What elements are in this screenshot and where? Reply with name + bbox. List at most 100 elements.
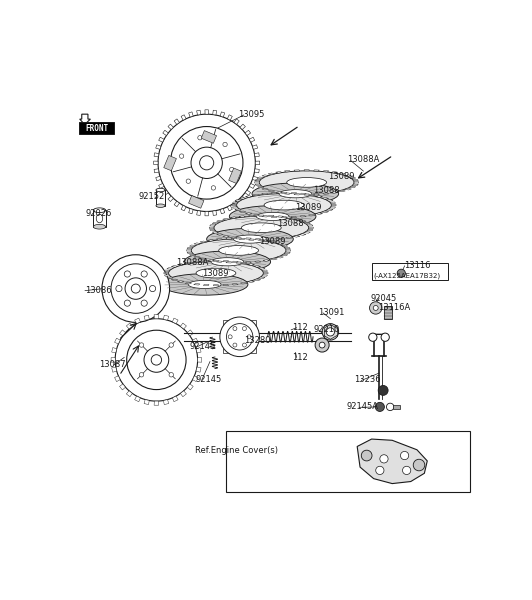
Polygon shape [223,284,229,286]
Circle shape [149,286,156,292]
Polygon shape [194,243,201,244]
Ellipse shape [237,194,331,217]
Polygon shape [205,211,209,216]
Polygon shape [253,194,260,196]
Polygon shape [253,214,260,216]
Polygon shape [304,223,310,224]
Polygon shape [330,202,336,203]
Polygon shape [239,216,245,217]
Text: 13089: 13089 [260,238,286,247]
Circle shape [370,302,382,314]
Polygon shape [254,153,259,157]
Polygon shape [177,263,184,265]
Polygon shape [230,237,237,239]
Text: 13280: 13280 [244,337,270,346]
Polygon shape [293,236,300,237]
Polygon shape [163,400,169,404]
Polygon shape [220,209,225,214]
Text: 13088: 13088 [277,220,303,229]
Polygon shape [232,284,238,285]
Polygon shape [286,217,293,218]
Text: 13086: 13086 [85,286,112,295]
Polygon shape [212,223,219,224]
Polygon shape [281,193,287,194]
Polygon shape [294,194,300,195]
Polygon shape [189,254,196,256]
Polygon shape [172,396,178,402]
Polygon shape [350,186,356,188]
Ellipse shape [279,190,312,198]
Polygon shape [257,177,264,179]
Polygon shape [322,197,329,199]
Polygon shape [144,315,149,320]
Polygon shape [384,306,392,319]
Polygon shape [194,284,200,285]
Bar [394,405,400,409]
Polygon shape [314,170,319,171]
Polygon shape [285,252,290,254]
Polygon shape [220,112,225,117]
Polygon shape [223,218,229,220]
Polygon shape [248,239,254,241]
Polygon shape [304,170,309,171]
Polygon shape [135,318,140,324]
Polygon shape [217,261,223,262]
Ellipse shape [188,280,221,289]
Polygon shape [120,384,126,390]
Polygon shape [172,318,178,324]
Polygon shape [213,260,219,262]
Polygon shape [168,124,173,130]
Polygon shape [309,194,315,196]
Polygon shape [226,262,231,263]
Polygon shape [232,207,238,208]
Circle shape [397,269,405,277]
Polygon shape [194,256,201,258]
Polygon shape [254,169,259,173]
Circle shape [378,385,388,395]
Polygon shape [207,239,214,241]
Circle shape [200,156,214,170]
Polygon shape [194,261,200,263]
Polygon shape [331,172,338,173]
Text: 13087: 13087 [98,359,125,368]
Text: 13089: 13089 [295,203,322,212]
Polygon shape [354,182,359,183]
Circle shape [243,326,246,331]
Polygon shape [294,170,300,171]
Polygon shape [80,114,90,124]
Polygon shape [111,358,115,362]
Polygon shape [167,268,173,269]
Ellipse shape [214,216,309,239]
Polygon shape [268,215,274,217]
Polygon shape [262,215,268,217]
Polygon shape [322,170,329,172]
Polygon shape [154,153,159,157]
Ellipse shape [156,188,165,192]
Polygon shape [255,261,261,262]
Polygon shape [180,391,186,397]
Text: 13091: 13091 [318,308,344,317]
Polygon shape [189,112,193,117]
Polygon shape [193,376,198,382]
Polygon shape [205,110,209,114]
Polygon shape [255,179,261,181]
Polygon shape [268,190,275,192]
Polygon shape [240,196,245,202]
Polygon shape [350,177,356,179]
Circle shape [139,343,144,347]
Polygon shape [276,172,282,173]
Ellipse shape [161,274,248,295]
Polygon shape [248,263,255,265]
Text: 92152: 92152 [139,192,165,201]
Polygon shape [357,439,427,484]
Polygon shape [245,130,251,136]
Polygon shape [263,260,270,262]
Polygon shape [255,238,261,240]
Circle shape [170,127,243,199]
Polygon shape [217,238,223,240]
Circle shape [115,319,197,401]
Ellipse shape [256,212,289,220]
Polygon shape [187,250,192,251]
Polygon shape [234,119,239,124]
Polygon shape [174,201,179,207]
